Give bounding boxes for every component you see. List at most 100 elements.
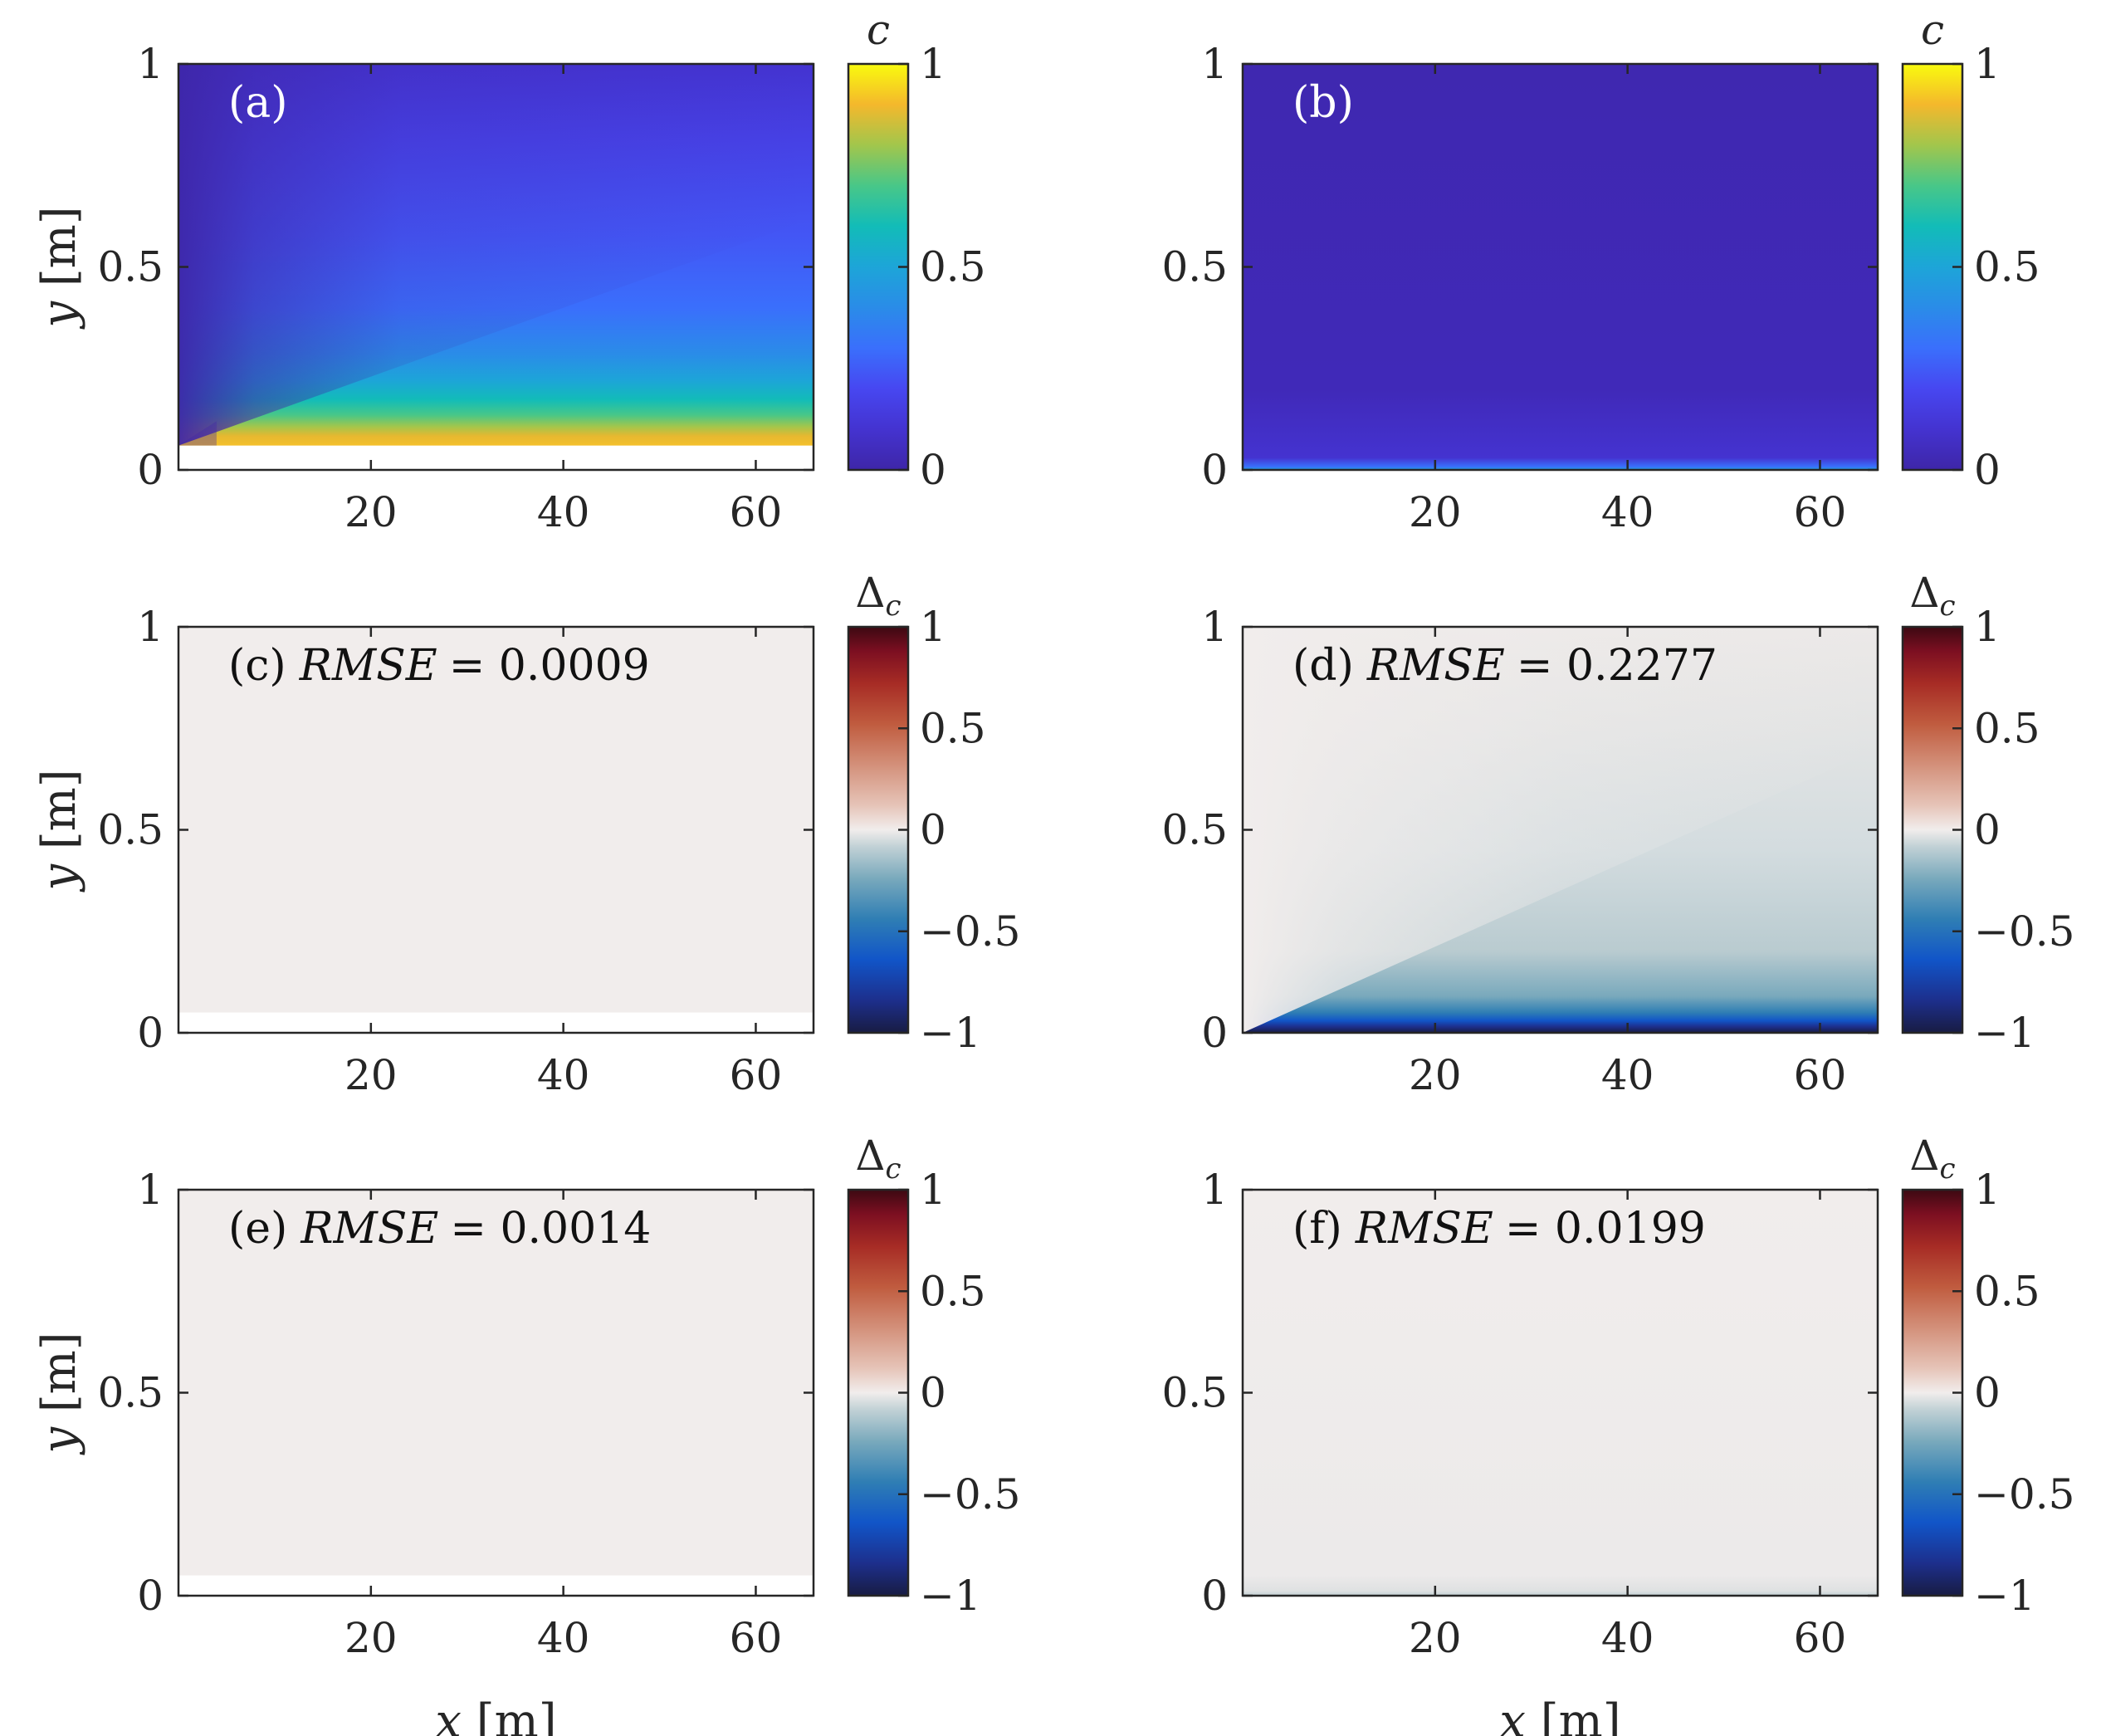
y-tick-label: 1 — [137, 603, 164, 651]
colorbar-title: Δc — [1909, 1132, 1955, 1186]
colorbar-tick-label: 1 — [920, 603, 946, 651]
colorbar-tick-label: 0.5 — [1974, 704, 2040, 752]
x-tick-label: 20 — [1409, 488, 1462, 536]
colorbar-tick-label: −0.5 — [920, 907, 1020, 956]
colorbar-tick-label: 0 — [920, 446, 946, 494]
colorbar-title: c — [1921, 6, 1944, 54]
colorbar-tick-label: 1 — [920, 40, 946, 88]
y-tick-label: 0.5 — [1161, 806, 1228, 854]
panel-f: 20 40 60 0 0.5 1 x [m] (f) RMSE = 0.0199 −1 −0.5 0 0.… — [1161, 1132, 2074, 1736]
heatmap-field — [178, 1190, 814, 1576]
y-tick-label: 1 — [137, 40, 164, 88]
y-tick-label: 1 — [137, 1166, 164, 1214]
y-tick-label: 1 — [1201, 40, 1228, 88]
colorbar-e: −1 −0.5 0 0.5 1 Δc — [847, 1132, 1020, 1620]
colorbar-c: −1 −0.5 0 0.5 1 Δc — [847, 569, 1020, 1057]
colorbar-tick-label: −1 — [1974, 1009, 2035, 1057]
y-tick-label: 0.5 — [1161, 243, 1228, 291]
y-axis-label: y [m] — [32, 769, 86, 892]
y-tick-label: 0 — [137, 1572, 164, 1620]
x-tick-label: 60 — [1794, 488, 1847, 536]
colorbar-title: Δc — [855, 569, 901, 623]
x-tick-label: 40 — [537, 1051, 590, 1099]
colorbar-tick-label: 1 — [1974, 603, 2001, 651]
colorbar-tick-label: −0.5 — [920, 1470, 1020, 1518]
x-axis-label: x [m] — [435, 1694, 556, 1736]
colorbar-tick-label: 0.5 — [920, 243, 986, 291]
colorbar-f: −1 −0.5 0 0.5 1 Δc — [1901, 1132, 2074, 1620]
heatmap-field — [1243, 64, 1878, 470]
y-tick-label: 0 — [137, 446, 164, 494]
y-axis-label: y [m] — [32, 206, 86, 330]
colorbar-title: Δc — [855, 1132, 901, 1186]
colorbar-tick-label: 0 — [920, 806, 946, 854]
panel-label: (d) RMSE = 0.2277 — [1292, 641, 1718, 691]
x-tick-label: 40 — [1601, 1614, 1654, 1662]
panel-label: (a) — [228, 78, 288, 128]
y-tick-label: 0 — [1201, 446, 1228, 494]
y-tick-label: 0.5 — [1161, 1369, 1228, 1417]
colorbar-tick-label: 1 — [1974, 40, 2001, 88]
heatmap-wedge — [178, 64, 814, 446]
panel-label: (f) RMSE = 0.0199 — [1292, 1204, 1706, 1254]
colorbar-tick-label: −1 — [920, 1572, 981, 1620]
colorbar-tick-label: 0.5 — [920, 704, 986, 752]
colorbar-tick-label: 0.5 — [1974, 243, 2040, 291]
y-tick-label: 0.5 — [97, 806, 164, 854]
panel-c: 20 40 60 0 0.5 1 y [m] (c) RMSE = 0.0009 −1 −0.5 0 0.… — [32, 569, 1020, 1099]
panel-label: (b) — [1292, 78, 1354, 128]
colorbar-tick-label: 0 — [1974, 806, 2001, 854]
panel-label: (c) RMSE = 0.0009 — [228, 641, 650, 691]
y-tick-label: 0 — [137, 1009, 164, 1057]
colorbar-tick-label: 0 — [920, 1369, 946, 1417]
colorbar-tick-label: −0.5 — [1974, 907, 2074, 956]
colorbar-tick-label: −1 — [1974, 1572, 2035, 1620]
y-tick-label: 0 — [1201, 1572, 1228, 1620]
colorbar-tick-label: 0 — [1974, 446, 2001, 494]
heatmap-field — [178, 627, 814, 1013]
y-tick-label: 0.5 — [97, 243, 164, 291]
panel-e: 20 40 60 0 0.5 1 y [m] x [m] (e) RMSE = 0.0014 −1 −0… — [32, 1132, 1020, 1736]
colorbar-gradient — [1901, 1188, 1964, 1597]
x-tick-label: 60 — [730, 1614, 783, 1662]
colorbar-title: Δc — [1909, 569, 1955, 623]
x-tick-label: 20 — [1409, 1614, 1462, 1662]
panel-label: (e) RMSE = 0.0014 — [228, 1204, 651, 1254]
y-axis-label: y [m] — [32, 1332, 86, 1455]
heatmap-inlet — [178, 421, 217, 446]
colorbar-tick-label: 1 — [920, 1166, 946, 1214]
x-tick-label: 60 — [1794, 1051, 1847, 1099]
colorbar-tick-label: 0.5 — [920, 1267, 986, 1315]
x-tick-label: 20 — [344, 488, 398, 536]
y-tick-label: 0.5 — [97, 1369, 164, 1417]
y-tick-label: 1 — [1201, 1166, 1228, 1214]
x-tick-label: 60 — [1794, 1614, 1847, 1662]
panel-d: 20 40 60 0 0.5 1 (d) RMSE = 0.2277 −1 −0.5 0 0.5 1 Δc — [1161, 569, 2074, 1099]
y-tick-label: 0 — [1201, 1009, 1228, 1057]
colorbar-tick-label: 0.5 — [1974, 1267, 2040, 1315]
x-tick-label: 40 — [537, 488, 590, 536]
colorbar-tick-label: 0 — [1974, 1369, 2001, 1417]
x-tick-label: 20 — [1409, 1051, 1462, 1099]
colorbar-a: 0 0.5 1c — [847, 6, 986, 494]
x-tick-label: 20 — [344, 1614, 398, 1662]
heatmap-wedge — [1243, 627, 1878, 1033]
colorbar-tick-label: 1 — [1974, 1166, 2001, 1214]
x-axis-label: x [m] — [1499, 1694, 1620, 1736]
x-tick-label: 40 — [537, 1614, 590, 1662]
colorbar-d: −1 −0.5 0 0.5 1 Δc — [1901, 569, 2074, 1057]
y-tick-label: 1 — [1201, 603, 1228, 651]
x-tick-label: 40 — [1601, 1051, 1654, 1099]
x-tick-label: 40 — [1601, 488, 1654, 536]
heatmap-field — [1243, 1190, 1878, 1596]
x-tick-label: 20 — [344, 1051, 398, 1099]
colorbar-tick-label: −1 — [920, 1009, 981, 1057]
x-tick-label: 60 — [730, 1051, 783, 1099]
colorbar-b: 0 0.5 1c — [1901, 6, 2040, 494]
colorbar-tick-label: −0.5 — [1974, 1470, 2074, 1518]
x-tick-label: 60 — [730, 488, 783, 536]
colorbar-title: c — [867, 6, 890, 54]
